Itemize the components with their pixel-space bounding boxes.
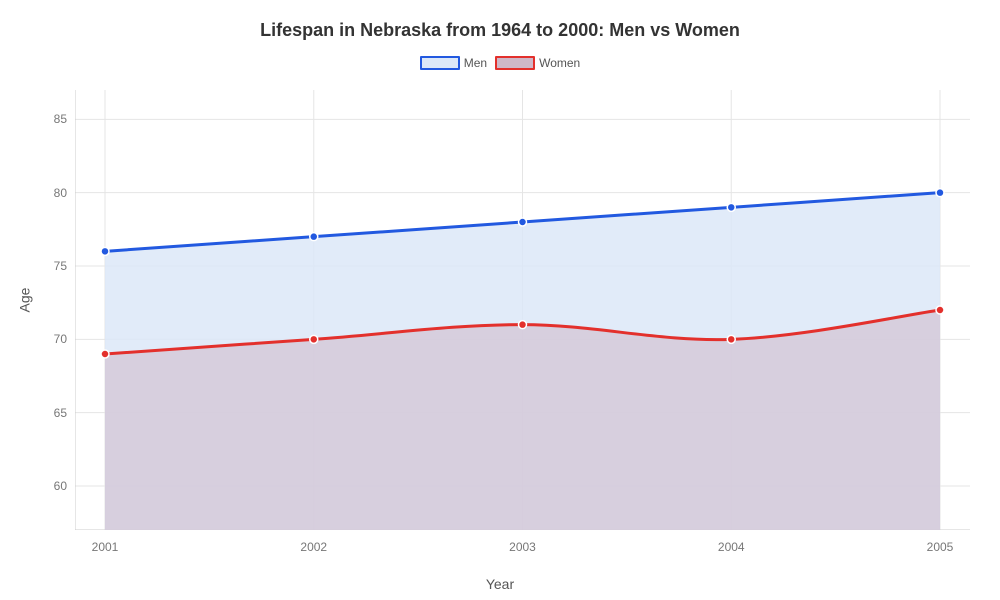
legend: Men Women <box>0 56 1000 70</box>
y-tick: 60 <box>37 479 67 493</box>
legend-label-men: Men <box>464 56 487 70</box>
y-tick: 75 <box>37 259 67 273</box>
plot-area <box>75 90 970 530</box>
legend-swatch-women <box>495 56 535 70</box>
y-tick: 70 <box>37 332 67 346</box>
chart-title: Lifespan in Nebraska from 1964 to 2000: … <box>0 20 1000 41</box>
y-tick: 85 <box>37 112 67 126</box>
legend-label-women: Women <box>539 56 580 70</box>
legend-swatch-men <box>420 56 460 70</box>
y-tick: 80 <box>37 186 67 200</box>
x-tick: 2005 <box>927 540 954 554</box>
legend-item-men[interactable]: Men <box>420 56 487 70</box>
x-tick: 2001 <box>92 540 119 554</box>
y-axis-label: Age <box>16 288 32 313</box>
legend-item-women[interactable]: Women <box>495 56 580 70</box>
x-tick: 2003 <box>509 540 536 554</box>
y-tick: 65 <box>37 406 67 420</box>
x-tick: 2002 <box>300 540 327 554</box>
chart-container: Lifespan in Nebraska from 1964 to 2000: … <box>0 0 1000 600</box>
chart-svg <box>75 90 970 530</box>
x-tick: 2004 <box>718 540 745 554</box>
x-axis-label: Year <box>0 576 1000 592</box>
